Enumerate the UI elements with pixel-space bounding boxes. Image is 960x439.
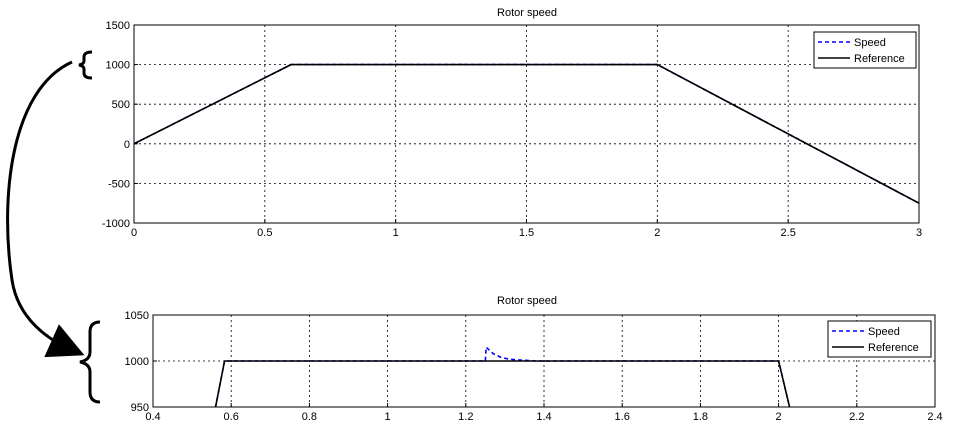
bottom-series-speed — [214, 345, 791, 407]
bottom-xtick-label: 0.8 — [302, 411, 317, 423]
bottom-ytick-label: 1000 — [125, 356, 149, 368]
top-ticks: 0 0.5 1 1.5 2 2.5 3 -1000 -500 0 500 1000 1500 — [102, 20, 922, 239]
bottom-legend: Speed Reference — [827, 320, 932, 358]
bottom-xtick-label: 2.4 — [927, 411, 942, 423]
top-series-reference — [134, 63, 919, 204]
bottom-xtick-label: 1.2 — [458, 411, 473, 423]
top-legend-speed-label: Speed — [854, 37, 886, 49]
bottom-ytick-label: 950 — [131, 402, 149, 414]
bottom-chart: Rotor speed 0.4 0.6 0.8 1 1.2 1.4 1.6 1.8 2 2.2 2.… — [125, 295, 943, 423]
large-brace-icon — [79, 320, 101, 404]
top-ytick-label: 500 — [112, 99, 130, 111]
bottom-xtick-label: 2.2 — [849, 411, 864, 423]
top-xtick-label: 2 — [654, 227, 660, 239]
bottom-ytick-label: 1050 — [125, 310, 149, 322]
top-xtick-label: 1.5 — [519, 227, 534, 239]
top-grid — [134, 25, 919, 223]
bottom-xtick-label: 0.6 — [224, 411, 239, 423]
top-chart-title: Rotor speed — [497, 7, 557, 19]
bottom-xtick-label: 1 — [385, 411, 391, 423]
small-brace-icon — [78, 50, 93, 80]
bottom-legend-speed-label: Speed — [868, 326, 900, 338]
curved-arrow-icon — [6, 60, 85, 358]
top-xtick-label: 2.5 — [781, 227, 796, 239]
top-legend: Speed Reference — [813, 31, 917, 69]
bottom-xtick-label: 0.4 — [145, 411, 160, 423]
zoom-annotation — [6, 50, 101, 404]
bottom-xtick-label: 2 — [776, 411, 782, 423]
top-chart: Rotor speed 0 0.5 1 1.5 2 2.5 3 -1000 -500 0 500 10… — [102, 7, 922, 239]
top-xtick-label: 1 — [393, 227, 399, 239]
bottom-legend-box — [827, 320, 932, 358]
top-plot-area — [133, 24, 920, 224]
bottom-series-reference — [214, 360, 791, 407]
top-ytick-label: 1000 — [106, 60, 130, 72]
top-legend-reference-label: Reference — [854, 53, 905, 65]
top-ytick-label: 0 — [124, 139, 130, 151]
top-xtick-label: 3 — [916, 227, 922, 239]
top-series — [134, 62, 919, 204]
top-ytick-label: 1500 — [106, 20, 130, 32]
top-legend-box — [813, 31, 917, 69]
top-xtick-label: 0 — [131, 227, 137, 239]
top-xtick-label: 0.5 — [257, 227, 272, 239]
bottom-legend-reference-label: Reference — [868, 342, 919, 354]
bottom-xtick-label: 1.8 — [693, 411, 708, 423]
bottom-series — [214, 345, 791, 407]
top-ytick-label: -1000 — [102, 218, 130, 230]
bottom-ticks: 0.4 0.6 0.8 1 1.2 1.4 1.6 1.8 2 2.2 2.4 950 1000 1050 — [125, 310, 943, 423]
bottom-xtick-label: 1.4 — [536, 411, 551, 423]
bottom-xtick-label: 1.6 — [615, 411, 630, 423]
bottom-chart-title: Rotor speed — [497, 295, 557, 307]
top-ytick-label: -500 — [108, 178, 130, 190]
